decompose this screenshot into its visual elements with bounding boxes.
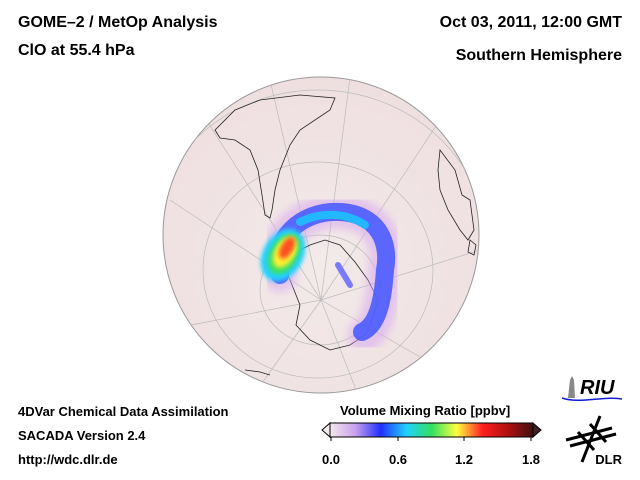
timestamp: Oct 03, 2011, 12:00 GMT <box>439 14 622 31</box>
footer-url-link[interactable]: http://wdc.dlr.de <box>18 452 118 467</box>
colorbar-ticks <box>330 437 532 441</box>
colorbar-tick-label: 0.0 <box>321 452 341 467</box>
colorbar-max-arrow <box>532 421 542 439</box>
globe <box>162 76 480 394</box>
colorbar-gradient <box>329 422 534 438</box>
colorbar-label: Volume Mixing Ratio [ppbv] <box>340 403 511 418</box>
dlr-logo <box>565 415 617 463</box>
colorbar <box>321 421 542 441</box>
pressure-level: ClO at 55.4 hPa <box>18 42 135 59</box>
colorbar-tick-label: 0.6 <box>388 452 408 467</box>
footer-method: 4DVar Chemical Data Assimilation <box>18 404 229 419</box>
hemisphere-label: Southern Hemisphere <box>455 47 622 64</box>
riu-logo: RIU <box>561 376 623 402</box>
svg-text:RIU: RIU <box>580 377 615 399</box>
colorbar-min-arrow <box>321 421 331 439</box>
footer-version: SACADA Version 2.4 <box>18 428 146 443</box>
page-title: GOME–2 / MetOp Analysis <box>18 14 218 31</box>
dlr-logo-text: DLR <box>595 452 622 467</box>
clo-plume <box>260 194 404 352</box>
colorbar-tick-label: 1.8 <box>521 452 541 467</box>
colorbar-tick-label: 1.2 <box>454 452 474 467</box>
